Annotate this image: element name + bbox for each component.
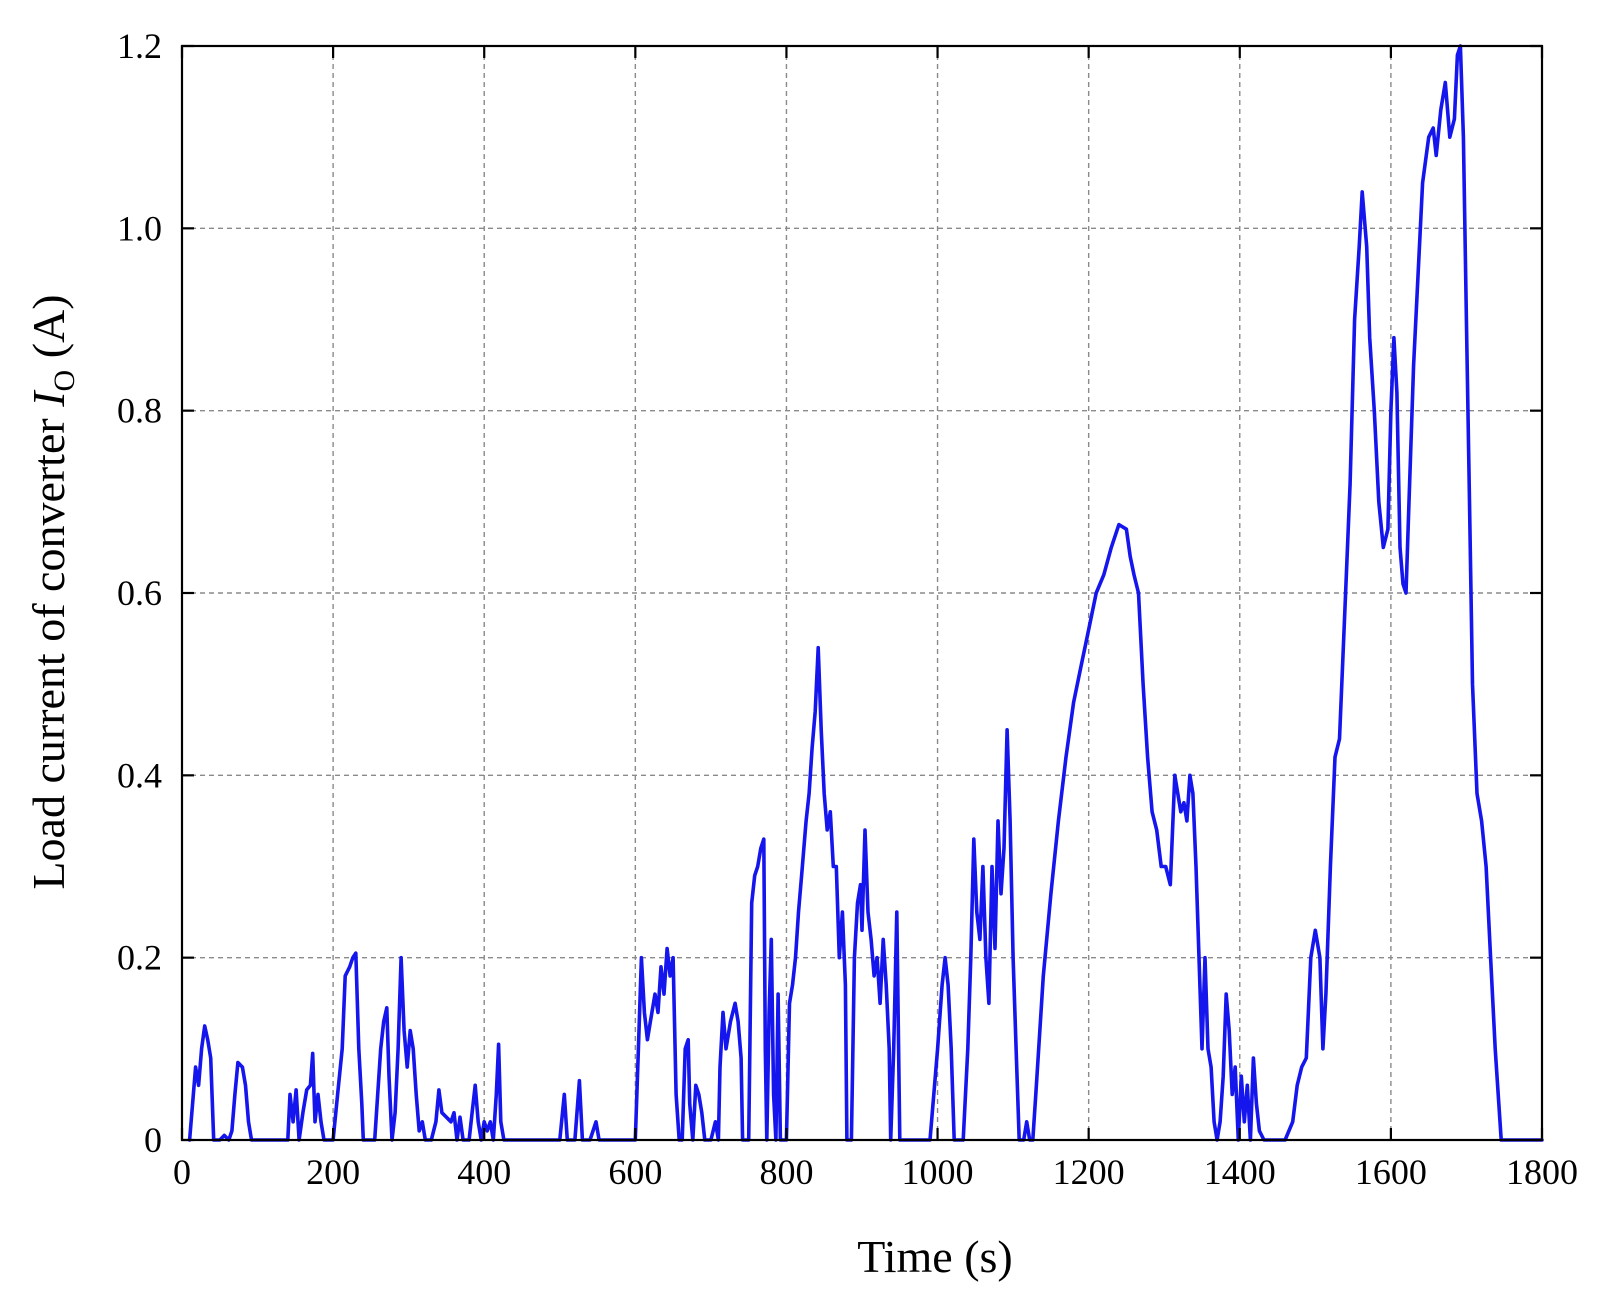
x-tick-label: 1600 <box>1355 1152 1427 1192</box>
axis-ticks <box>180 44 1544 1142</box>
y-tick-label: 0 <box>144 1120 162 1160</box>
series-line <box>187 44 1544 1142</box>
y-axis-title-prefix: Load current of converter <box>23 407 74 890</box>
y-tick-label: 0.4 <box>117 755 162 795</box>
x-axis-title: Time (s) <box>857 1231 1013 1282</box>
y-tick-label: 0.8 <box>117 391 162 431</box>
y-axis-title-symbol: I <box>23 389 74 408</box>
x-tick-label: 600 <box>608 1152 662 1192</box>
y-tick-label: 0.2 <box>117 938 162 978</box>
x-tick-labels: 0 200 400 600 800 1000 1200 1400 1600 1800 <box>173 1152 1578 1192</box>
x-tick-label: 200 <box>306 1152 360 1192</box>
x-tick-label: 400 <box>457 1152 511 1192</box>
y-axis-title: Load current of converter IO (A) <box>23 294 81 889</box>
x-tick-label: 1800 <box>1506 1152 1578 1192</box>
y-tick-label: 0.6 <box>117 573 162 613</box>
x-tick-label: 1000 <box>902 1152 974 1192</box>
grid-lines <box>182 46 1542 1140</box>
y-tick-labels: 0 0.2 0.4 0.6 0.8 1.0 1.2 <box>117 26 162 1160</box>
x-tick-label: 1200 <box>1053 1152 1125 1192</box>
y-axis-title-subscript: O <box>48 370 81 392</box>
series-group <box>187 44 1544 1142</box>
x-tick-label: 800 <box>759 1152 813 1192</box>
y-axis-title-unit: (A) <box>23 294 74 369</box>
y-tick-label: 1.0 <box>117 208 162 248</box>
x-tick-label: 1400 <box>1204 1152 1276 1192</box>
x-tick-label: 0 <box>173 1152 191 1192</box>
y-tick-label: 1.2 <box>117 26 162 66</box>
